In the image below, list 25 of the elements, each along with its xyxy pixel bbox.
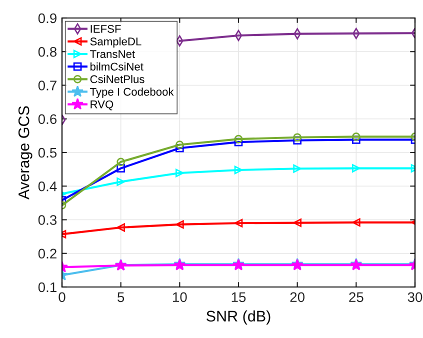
- legend-label: TransNet: [90, 50, 135, 58]
- x-tick-label: 15: [232, 292, 246, 302]
- y-tick-label: 0.3: [38, 215, 57, 225]
- y-tick-label: 0.7: [38, 80, 56, 90]
- x-tick-label: 25: [349, 292, 364, 302]
- y-tick-label: 0.9: [38, 13, 56, 24]
- y-tick-label: 0.5: [38, 148, 57, 158]
- x-tick-label: 30: [408, 292, 422, 302]
- x-tick-label: 10: [173, 292, 187, 302]
- y-tick-label: 0.8: [38, 46, 57, 57]
- legend-label: bilmCsiNet: [90, 62, 144, 71]
- x-axis-title: SNR (dB): [206, 310, 270, 325]
- x-tick-label: 5: [118, 292, 124, 302]
- y-tick-label: 0.6: [38, 114, 57, 124]
- y-tick-label: 0.1: [38, 282, 56, 292]
- legend-label: CsiNetPlus: [90, 74, 144, 84]
- y-axis-title: Average GCS: [18, 106, 32, 200]
- y-tick-label: 0.4: [38, 181, 57, 192]
- legend-label: IEFSF: [90, 24, 121, 33]
- x-tick-label: 20: [290, 292, 305, 302]
- legend-label: RVQ: [90, 100, 114, 110]
- y-tick-label: 0.2: [38, 248, 56, 259]
- legend-label: Type I Codebook: [90, 88, 174, 98]
- legend-label: SampleDL: [90, 37, 142, 48]
- x-tick-label: 0: [58, 292, 66, 302]
